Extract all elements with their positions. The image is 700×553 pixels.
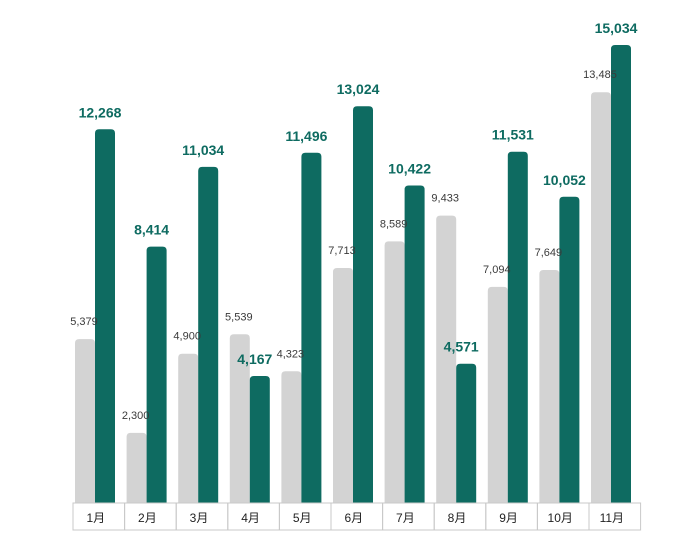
category-label-11: 11月 xyxy=(600,511,624,525)
bar-series2-8 xyxy=(456,363,477,503)
bar-series2-10 xyxy=(559,196,580,503)
value-label-series2-9: 11,531 xyxy=(492,127,534,143)
x-axis-group: 1月 2月 3月 4月 5月 6月 7月 8月 9月 10月 11月 xyxy=(72,502,642,531)
bar-series2-6 xyxy=(353,106,373,503)
bar-series2-9 xyxy=(507,151,528,503)
bar-series1-2 xyxy=(126,432,147,503)
value-labels-group: 5,379 12,268 2,300 8,414 4,900 11,034 5,539 4,1… xyxy=(70,20,637,422)
category-cell-11 xyxy=(588,502,642,531)
category-label-10: 10月 xyxy=(548,511,573,525)
bar-series2-5 xyxy=(301,152,322,503)
bar-series1-3 xyxy=(178,353,199,503)
category-label-8: 8月 xyxy=(448,511,467,525)
bar-series1-1 xyxy=(75,339,95,503)
bar-series2-11 xyxy=(611,45,631,503)
bar-series2-3 xyxy=(198,166,219,503)
category-label-9: 9月 xyxy=(499,511,518,525)
bars-group xyxy=(75,45,631,504)
bar-series1-7 xyxy=(384,241,405,503)
bar-series1-9 xyxy=(487,286,508,503)
bar-series1-11 xyxy=(591,92,611,503)
bar-series2-2 xyxy=(146,246,167,504)
bar-series1-6 xyxy=(333,268,353,503)
value-label-series1-9: 7,094 xyxy=(483,264,511,276)
category-label-5: 5月 xyxy=(293,511,312,525)
value-label-series1-7: 8,589 xyxy=(380,218,408,230)
category-label-6: 6月 xyxy=(344,511,363,525)
value-label-series2-4: 4,167 xyxy=(237,351,272,367)
value-label-series1-8: 9,433 xyxy=(431,193,459,205)
value-label-series1-1: 5,379 xyxy=(70,316,98,328)
category-label-7: 7月 xyxy=(396,511,415,525)
value-label-series2-10: 10,052 xyxy=(543,172,586,188)
category-label-4: 4月 xyxy=(241,511,260,525)
category-label-3: 3月 xyxy=(190,511,209,525)
value-label-series2-7: 10,422 xyxy=(388,161,431,177)
value-label-series2-6: 13,024 xyxy=(337,81,380,97)
value-label-series1-3: 4,900 xyxy=(173,331,201,343)
value-label-series2-3: 11,034 xyxy=(182,142,224,158)
value-label-series1-11: 13,485 xyxy=(583,69,617,81)
value-label-series1-2: 2,300 xyxy=(122,410,150,422)
category-label-1: 1月 xyxy=(86,511,105,525)
bar-series1-4 xyxy=(229,334,250,503)
category-label-2: 2月 xyxy=(138,511,157,525)
value-label-series1-10: 7,649 xyxy=(535,247,563,259)
bar-series2-1 xyxy=(95,129,115,503)
value-label-series2-5: 11,496 xyxy=(285,128,327,144)
bar-series1-8 xyxy=(436,215,457,503)
bar-series2-4 xyxy=(249,376,270,503)
value-label-series2-1: 12,268 xyxy=(79,104,122,120)
bar-series1-10 xyxy=(539,269,560,503)
value-label-series2-8: 4,571 xyxy=(444,339,479,355)
value-label-series1-5: 4,323 xyxy=(277,348,305,360)
value-label-series1-6: 7,713 xyxy=(328,245,356,257)
value-label-series2-2: 8,414 xyxy=(134,222,169,238)
bar-series1-5 xyxy=(281,371,302,503)
value-label-series2-11: 15,034 xyxy=(595,20,638,36)
value-label-series1-4: 5,539 xyxy=(225,311,253,323)
bar-series2-7 xyxy=(404,185,425,503)
